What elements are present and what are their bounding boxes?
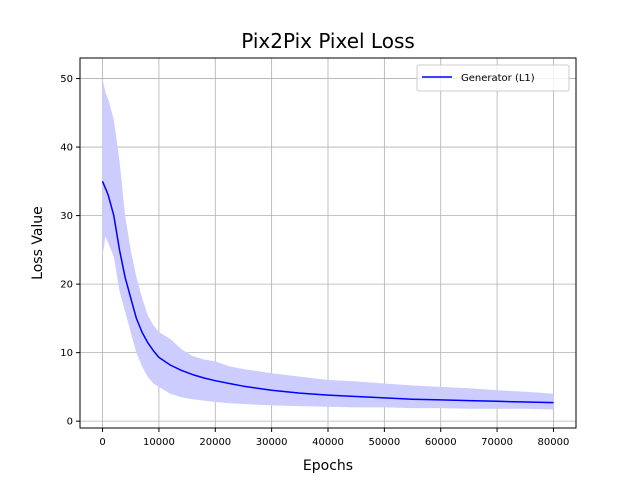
x-tick-label: 0 <box>99 437 105 448</box>
y-axis-title: Loss Value <box>30 206 46 280</box>
x-tick-label: 20000 <box>199 437 231 448</box>
y-tick-label: 0 <box>67 417 73 428</box>
legend: Generator (L1) <box>416 64 570 92</box>
y-tick-label: 20 <box>60 280 73 291</box>
loss-range-band <box>102 78 554 410</box>
x-axis-ticks: 0 10000 20000 30000 40000 50000 60000 70000 8000… <box>99 428 569 448</box>
x-tick-label: 80000 <box>538 437 570 448</box>
legend-box <box>416 64 570 92</box>
chart-title: Pix2Pix Pixel Loss <box>241 29 415 53</box>
generator-l1-series <box>101 181 554 404</box>
x-tick-label: 70000 <box>481 437 513 448</box>
x-tick-label: 10000 <box>143 437 175 448</box>
x-tick-label: 30000 <box>256 437 288 448</box>
legend-label: Generator (L1) <box>461 73 535 84</box>
y-tick-label: 30 <box>60 211 73 222</box>
x-tick-label: 50000 <box>368 437 400 448</box>
loss-band-area <box>102 78 554 410</box>
y-tick-label: 40 <box>60 143 73 154</box>
x-tick-label: 60000 <box>425 437 457 448</box>
y-axis-ticks: 0 10 20 30 40 50 <box>60 74 80 428</box>
grid <box>80 58 576 428</box>
y-tick-label: 10 <box>60 348 73 359</box>
y-tick-label: 50 <box>60 74 73 85</box>
generator-l1-line <box>101 181 554 404</box>
x-axis-title: Epochs <box>303 458 353 474</box>
x-tick-label: 40000 <box>312 437 344 448</box>
